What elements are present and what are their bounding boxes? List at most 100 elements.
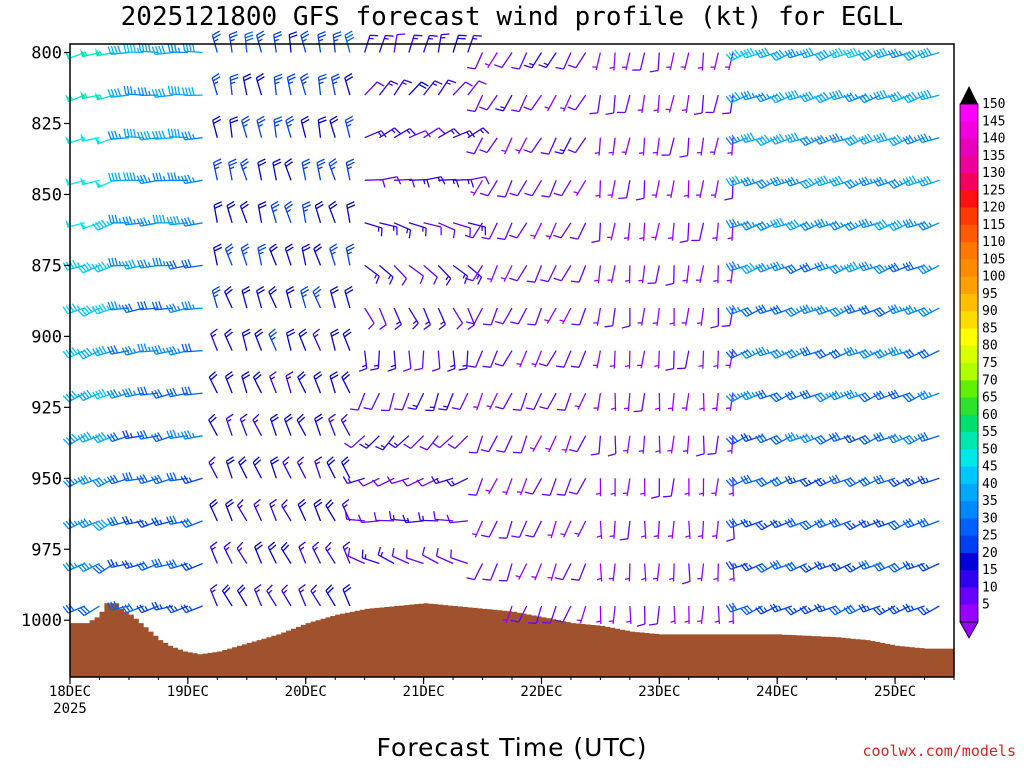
colorbar-segment (960, 518, 978, 537)
wind-barb (393, 79, 413, 96)
wind-barb (341, 456, 351, 479)
wind-barb (568, 477, 587, 495)
wind-barb (814, 134, 837, 145)
wind-barb (181, 343, 203, 353)
wind-barb (724, 52, 734, 71)
wind-barb (240, 115, 250, 138)
x-tick-label: 20DEC (285, 684, 327, 700)
wind-barb (364, 81, 385, 96)
wind-barb (213, 243, 223, 266)
wind-barb (466, 52, 484, 70)
wind-barb (592, 350, 602, 369)
wind-barb (324, 541, 336, 564)
wind-barb (136, 519, 159, 529)
wind-barb (464, 222, 484, 239)
wind-barb (616, 94, 631, 114)
wind-barb (843, 178, 866, 189)
wind-barb (556, 392, 572, 411)
wind-barb (668, 222, 675, 241)
wind-barb (229, 73, 239, 96)
wind-barb (210, 328, 218, 351)
wind-barb (342, 583, 352, 607)
wind-barb (121, 259, 144, 270)
wind-barb (555, 350, 572, 368)
colorbar-segment (960, 138, 978, 157)
wind-barb (887, 605, 911, 615)
wind-barb (344, 30, 355, 53)
wind-barb (567, 137, 587, 154)
wind-barb (554, 605, 572, 623)
wind-barb (437, 264, 452, 286)
wind-barb (137, 301, 159, 311)
wind-barb (593, 307, 602, 326)
wind-barb (482, 350, 498, 368)
wind-barb (608, 605, 616, 624)
wind-barb (814, 175, 837, 187)
colorbar-label: 40 (982, 477, 998, 492)
wind-barb (725, 91, 748, 104)
wind-barb (681, 392, 690, 412)
wind-barb (755, 220, 778, 232)
colorbar-label: 120 (982, 201, 1005, 216)
colorbar-label: 10 (982, 581, 998, 596)
wind-barb (559, 307, 572, 325)
wind-barb (511, 52, 528, 70)
wind-barb (346, 201, 356, 223)
x-tick-sublabel: 2025 (53, 701, 87, 717)
wind-barb (498, 563, 513, 582)
wind-barb (313, 498, 323, 522)
wind-barb (270, 200, 280, 223)
wind-barb (209, 583, 218, 607)
wind-barb (594, 265, 602, 284)
colorbar-label: 30 (982, 511, 998, 526)
wind-barb (524, 179, 543, 197)
wind-barb (329, 286, 339, 309)
wind-barb (501, 137, 513, 155)
wind-barb (345, 158, 355, 181)
wind-barb (252, 371, 263, 394)
wind-barb (655, 435, 661, 454)
wind-barb (358, 350, 368, 372)
wind-barb (770, 49, 793, 61)
colorbar-segment (960, 483, 978, 502)
wind-barb (917, 605, 940, 616)
wind-barb (887, 562, 911, 573)
wind-barb (269, 413, 279, 436)
colorbar-segment (960, 190, 978, 208)
wind-barb (576, 605, 587, 624)
wind-barb (106, 516, 130, 527)
wind-barb (228, 158, 238, 181)
wind-barb (843, 604, 866, 615)
wind-barb (784, 561, 807, 572)
wind-barb (80, 177, 100, 186)
wind-barb (468, 478, 484, 496)
wind-barb (300, 115, 310, 138)
wind-barb (452, 81, 473, 96)
wind-barb (573, 179, 587, 197)
wind-barb (843, 92, 866, 103)
wind-barb (363, 392, 380, 411)
wind-barb (873, 176, 896, 187)
wind-barb (553, 222, 572, 239)
wind-barb (451, 392, 469, 411)
wind-barb (512, 392, 528, 411)
wind-barb (467, 80, 487, 96)
wind-barb (223, 541, 233, 564)
wind-barb (516, 350, 528, 368)
wind-barb (699, 393, 705, 412)
wind-barb (493, 52, 513, 69)
wind-barb (516, 478, 528, 496)
wind-barb (311, 541, 322, 564)
wind-barb (236, 541, 248, 564)
y-tick-label: 875 (31, 256, 62, 276)
colorbar-segment (960, 121, 978, 139)
wind-barb (208, 371, 218, 394)
wind-barb (408, 130, 431, 139)
wind-barb (92, 477, 115, 488)
wind-barb (556, 478, 572, 496)
wind-barb (166, 215, 188, 226)
wind-barb (510, 307, 528, 325)
wind-barb (438, 392, 454, 411)
wind-barb (447, 350, 456, 372)
